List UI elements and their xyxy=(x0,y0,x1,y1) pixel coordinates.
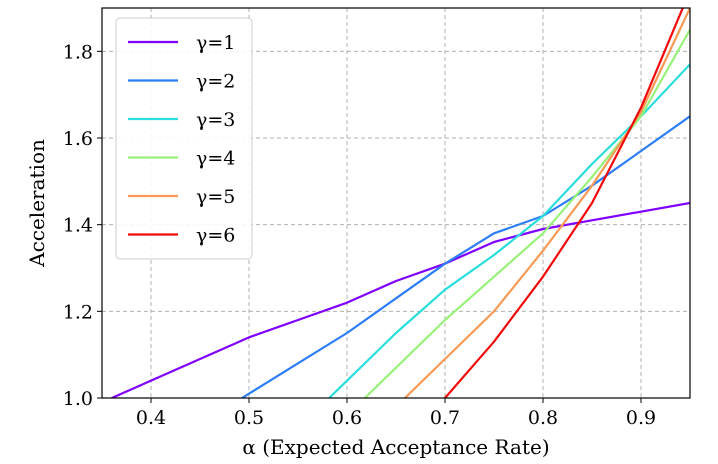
legend-label: γ=5 xyxy=(196,186,235,208)
legend-box xyxy=(115,17,253,260)
y-tick-label: 1.0 xyxy=(63,388,93,410)
x-tick-label: 0.9 xyxy=(626,407,656,429)
legend-label: γ=2 xyxy=(196,71,235,93)
series-line-3 xyxy=(328,63,690,398)
series-line-4 xyxy=(364,29,690,398)
legend: γ=1 γ=2 γ=3 γ=4 γ=5 γ=6 xyxy=(115,17,253,260)
legend-label: γ=1 xyxy=(196,32,235,54)
x-tick-label: 0.5 xyxy=(234,407,264,429)
x-axis-label: α (Expected Acceptance Rate) xyxy=(242,435,549,459)
y-axis-label: Acceleration xyxy=(25,139,49,268)
axis-ticks: 0.4 0.5 0.6 0.7 0.8 0.9 1.0 1.2 1.4 1.6 1.8 xyxy=(63,41,656,429)
plot-frame xyxy=(101,7,691,399)
series-line-2 xyxy=(241,115,690,398)
x-tick-label: 0.8 xyxy=(528,407,558,429)
y-tick-label: 1.4 xyxy=(63,215,93,237)
y-tick-label: 1.2 xyxy=(63,301,93,323)
legend-label: γ=4 xyxy=(196,148,235,170)
x-tick-label: 0.7 xyxy=(430,407,460,429)
legend-label: γ=6 xyxy=(196,225,235,247)
y-tick-label: 1.8 xyxy=(63,41,93,63)
series-lines xyxy=(111,8,690,398)
x-tick-label: 0.4 xyxy=(136,407,166,429)
series-line-5 xyxy=(404,8,690,398)
y-tick-label: 1.6 xyxy=(63,128,93,150)
legend-label: γ=3 xyxy=(196,109,235,131)
series-line-6 xyxy=(444,8,684,398)
x-tick-label: 0.6 xyxy=(332,407,362,429)
series-line-1 xyxy=(111,201,690,398)
